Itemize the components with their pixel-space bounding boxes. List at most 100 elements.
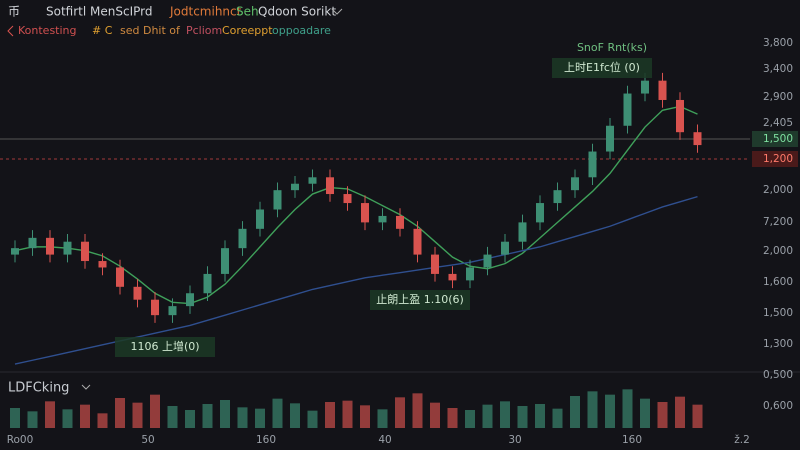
volume-bar: [10, 408, 20, 428]
candle-body: [326, 177, 334, 195]
indicator: Coreeppt: [222, 24, 273, 37]
price-axis-label: 2,000: [763, 184, 793, 196]
price-axis-label: 0,500: [763, 369, 793, 381]
price-axis-label: 3,800: [763, 37, 793, 49]
price-axis-label: 1,600: [763, 276, 793, 288]
price-axis-label: 1,500: [763, 307, 793, 319]
indicator: # C: [92, 24, 113, 37]
candle-body: [378, 215, 387, 223]
price-tag: [752, 131, 798, 147]
dropdown-icon[interactable]: [81, 384, 91, 390]
candle-body: [343, 194, 352, 204]
volume-bar: [115, 398, 125, 428]
volume-bar: [622, 389, 633, 428]
price-axis-label: 1,300: [763, 338, 793, 350]
volume-bar: [517, 406, 528, 428]
volume-bar: [80, 404, 90, 428]
menu[interactable]: Seh: [236, 5, 259, 19]
volume-bar: [570, 396, 580, 428]
candle-body: [291, 183, 299, 191]
candle-body: [658, 80, 667, 100]
symbol-icon[interactable]: 币: [8, 5, 20, 19]
menu[interactable]: Jodtcmihnct: [169, 5, 242, 19]
volume-bar: [447, 408, 458, 428]
volume-bar: [202, 404, 213, 428]
time-axis-label: Ro00: [7, 434, 34, 446]
volume-bar: [640, 398, 650, 428]
volume-bar: [430, 402, 440, 428]
title[interactable]: Sotfirtl MenScIPrd: [46, 5, 152, 19]
volume-bar: [167, 406, 178, 428]
moving-average: [14, 105, 698, 305]
candle-body: [273, 190, 282, 210]
volume-bar: [657, 402, 668, 428]
volume-bar: [377, 409, 388, 428]
candle-body: [203, 273, 212, 294]
indicator: oppoadare: [272, 24, 331, 37]
volume-bar: [185, 410, 195, 428]
volume-bar: [360, 405, 370, 428]
volume-bar: [132, 402, 143, 428]
menu[interactable]: Qdoon Sorikt: [258, 5, 336, 19]
volume-bar: [45, 401, 55, 428]
time-axis-label: 160: [256, 434, 276, 446]
volume-bar: [220, 400, 230, 428]
candle-body: [396, 215, 404, 229]
price-tag: [752, 151, 798, 167]
volume-bar: [552, 408, 563, 428]
candle-body: [133, 286, 142, 300]
annotation: 上时E1fc位 (0): [564, 60, 640, 74]
price-axis-label: 2,000: [763, 245, 793, 257]
candle-body: [81, 241, 89, 262]
annotation-box: [115, 337, 215, 357]
annotation: 1106 上增(0): [130, 339, 199, 353]
candle-body: [63, 241, 72, 255]
candle-body: [553, 190, 562, 204]
candle-body: [11, 248, 19, 255]
candle-body: [28, 237, 37, 249]
candle-body: [676, 99, 684, 133]
volume-bar: [465, 410, 475, 428]
time-axis-label: ž.2: [734, 434, 750, 446]
candle-body: [151, 299, 159, 316]
dropdown-icon[interactable]: [331, 8, 343, 15]
candle-body: [571, 177, 579, 191]
candle-body: [46, 237, 54, 255]
volume-bar: [412, 393, 423, 428]
time-axis-label: 160: [622, 434, 642, 446]
price-axis-label: 1,200: [763, 153, 793, 165]
candle-body: [168, 306, 177, 316]
volume-bar: [675, 396, 685, 428]
candle-body: [98, 261, 107, 268]
candle-body: [501, 241, 509, 255]
price-axis-label: 3,400: [763, 63, 793, 75]
candle-body: [623, 93, 632, 126]
volume-bar: [692, 404, 703, 428]
candle-body: [308, 177, 317, 184]
volume-bar: [535, 404, 545, 428]
indicator: sed Dhit of: [120, 24, 181, 37]
candle-body: [641, 80, 649, 94]
annotation: SnoF Rnt(ks): [577, 41, 647, 54]
time-axis-label: 30: [508, 434, 521, 446]
time-axis-label: 40: [378, 434, 391, 446]
annotation-box: [552, 58, 652, 78]
candle-body: [431, 254, 439, 274]
volume-bar: [482, 404, 493, 428]
time-axis-label: 50: [141, 434, 154, 446]
back-icon[interactable]: [7, 25, 14, 37]
candle-body: [536, 203, 544, 223]
candle-body: [466, 267, 474, 281]
volume-bar: [587, 391, 598, 428]
candle-body: [238, 228, 247, 249]
price-axis-label: 2,405: [763, 117, 793, 129]
volume-title: LDFCking: [8, 381, 69, 396]
volume-bar: [342, 400, 353, 428]
candle-body: [518, 222, 527, 242]
price-axis-label: 1,500: [763, 133, 793, 145]
annotation: 止朗上盈 1.10(6): [376, 293, 464, 306]
candle-body: [116, 267, 124, 287]
volume-bar: [150, 394, 160, 428]
volume-bar: [605, 394, 615, 428]
